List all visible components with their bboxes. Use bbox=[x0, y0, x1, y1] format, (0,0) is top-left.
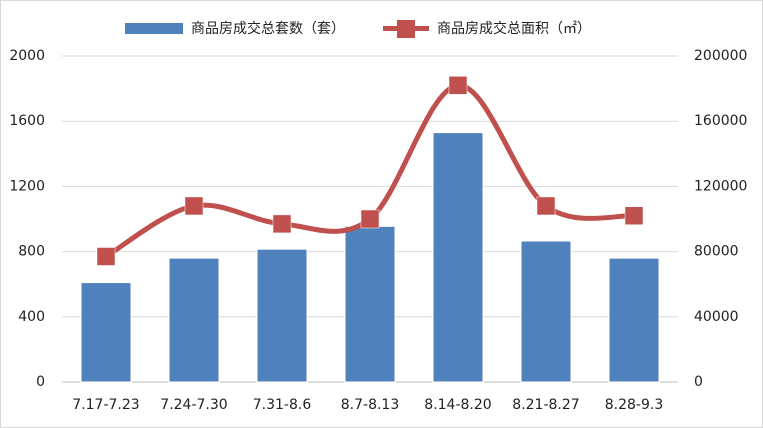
bar bbox=[608, 257, 660, 383]
bar bbox=[344, 225, 396, 383]
y2-tick-label: 120000 bbox=[694, 178, 747, 194]
y2-tick-label: 80000 bbox=[694, 244, 739, 260]
y-tick-label: 0 bbox=[36, 374, 45, 390]
y2-tick-label: 200000 bbox=[694, 48, 747, 64]
bar bbox=[256, 248, 308, 383]
line-marker bbox=[96, 247, 116, 266]
line-marker bbox=[184, 196, 204, 216]
line-marker bbox=[272, 214, 292, 234]
x-tick-label: 7.31-8.6 bbox=[253, 397, 312, 413]
y-tick-label: 1600 bbox=[9, 113, 45, 129]
line-marker bbox=[624, 206, 644, 225]
bar bbox=[520, 240, 572, 383]
legend-label: 商品房成交总面积（㎡） bbox=[437, 20, 591, 37]
y-tick-label: 800 bbox=[18, 244, 45, 260]
x-tick-label: 7.17-7.23 bbox=[72, 397, 139, 413]
y2-tick-label: 40000 bbox=[694, 309, 739, 325]
line-marker bbox=[536, 196, 556, 216]
x-tick-label: 7.24-7.30 bbox=[160, 397, 227, 413]
x-tick-label: 8.21-8.27 bbox=[512, 397, 579, 413]
y2-tick-label: 0 bbox=[694, 374, 703, 390]
bar bbox=[168, 257, 220, 383]
y-tick-label: 1200 bbox=[9, 178, 45, 194]
line-marker bbox=[360, 209, 380, 229]
y2-tick-label: 160000 bbox=[694, 113, 747, 129]
bar bbox=[80, 282, 132, 383]
bar bbox=[432, 132, 484, 383]
legend-swatch bbox=[397, 20, 415, 38]
legend-swatch bbox=[125, 23, 183, 34]
y-tick-label: 400 bbox=[18, 309, 45, 325]
legend-label: 商品房成交总套数（套） bbox=[191, 20, 345, 37]
x-tick-label: 8.14-8.20 bbox=[424, 397, 491, 413]
x-tick-label: 8.28-9.3 bbox=[605, 397, 664, 413]
y-tick-label: 2000 bbox=[9, 48, 45, 64]
line-marker bbox=[448, 76, 468, 95]
x-tick-label: 8.7-8.13 bbox=[341, 397, 400, 413]
